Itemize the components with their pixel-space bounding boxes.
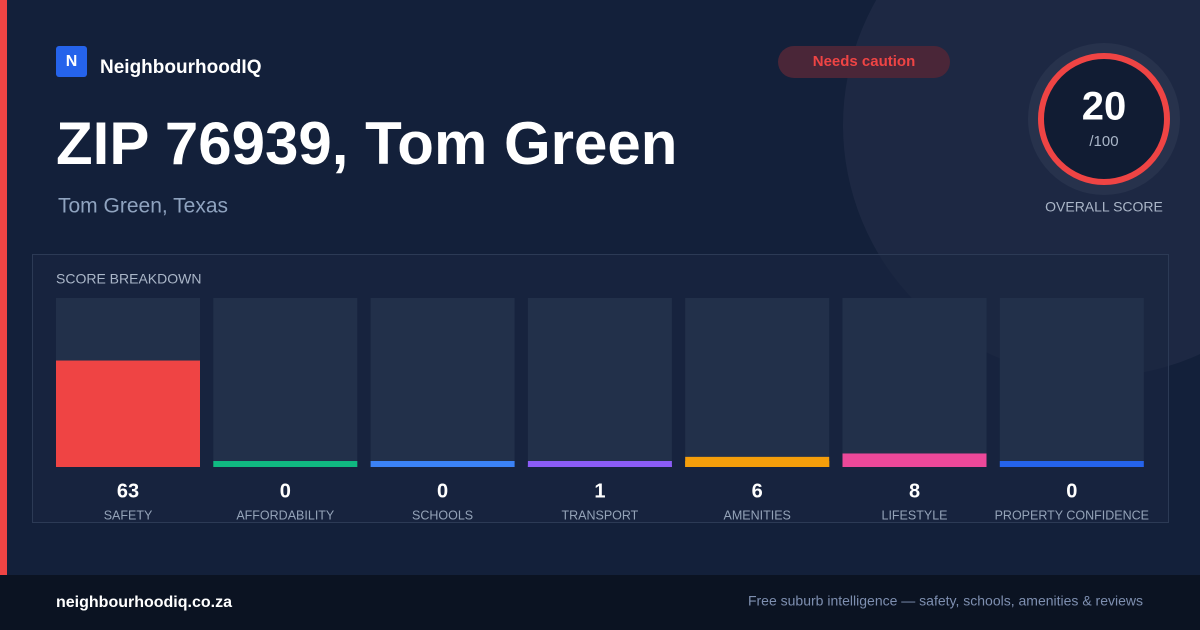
value-label: 63	[117, 480, 139, 502]
category-label: LIFESTYLE	[882, 508, 948, 522]
category-label: PROPERTY CONFIDENCE	[995, 508, 1149, 522]
value-label: 0	[437, 480, 448, 502]
bar	[685, 456, 830, 467]
title: ZIP 76939, Tom Green	[56, 110, 677, 177]
score-value: 20	[1082, 85, 1127, 129]
bar	[56, 360, 200, 467]
bar-track	[685, 298, 830, 467]
bar-track	[370, 298, 515, 467]
badge-text: Needs caution	[813, 53, 916, 70]
bar-base	[370, 461, 515, 467]
bar-track	[213, 298, 358, 467]
value-label: 8	[909, 480, 920, 502]
logo	[56, 46, 87, 77]
brand: NeighbourhoodIQ	[100, 57, 261, 78]
footer-site: neighbourhoodiq.co.za	[56, 594, 232, 611]
category-label: AMENITIES	[724, 508, 791, 522]
value-label: 0	[1066, 480, 1077, 502]
accent-strip	[0, 0, 7, 575]
bar-base	[999, 461, 1144, 467]
category-label: SCHOOLS	[412, 508, 473, 522]
category-label: SAFETY	[104, 508, 153, 522]
value-label: 6	[752, 480, 763, 502]
bar	[527, 465, 672, 467]
bar	[842, 453, 987, 467]
score-label: OVERALL SCORE	[1045, 199, 1163, 215]
score-ring	[1038, 53, 1170, 185]
footer	[0, 575, 1200, 630]
value-label: 0	[280, 480, 291, 502]
chart-title: SCORE BREAKDOWN	[56, 271, 201, 287]
value-label: 1	[594, 480, 605, 502]
bar-base	[527, 461, 672, 467]
bar-track	[842, 298, 987, 467]
footer-tagline: Free suburb intelligence — safety, schoo…	[748, 593, 1143, 609]
bar-track	[999, 298, 1144, 467]
score-max: /100	[1089, 133, 1118, 150]
subtitle: Tom Green, Texas	[58, 195, 228, 218]
category-label: AFFORDABILITY	[236, 508, 335, 522]
bar-track	[527, 298, 672, 467]
badge	[778, 46, 950, 78]
bar-base	[213, 461, 358, 467]
category-label: TRANSPORT	[561, 508, 638, 522]
logo-letter: N	[66, 53, 78, 70]
